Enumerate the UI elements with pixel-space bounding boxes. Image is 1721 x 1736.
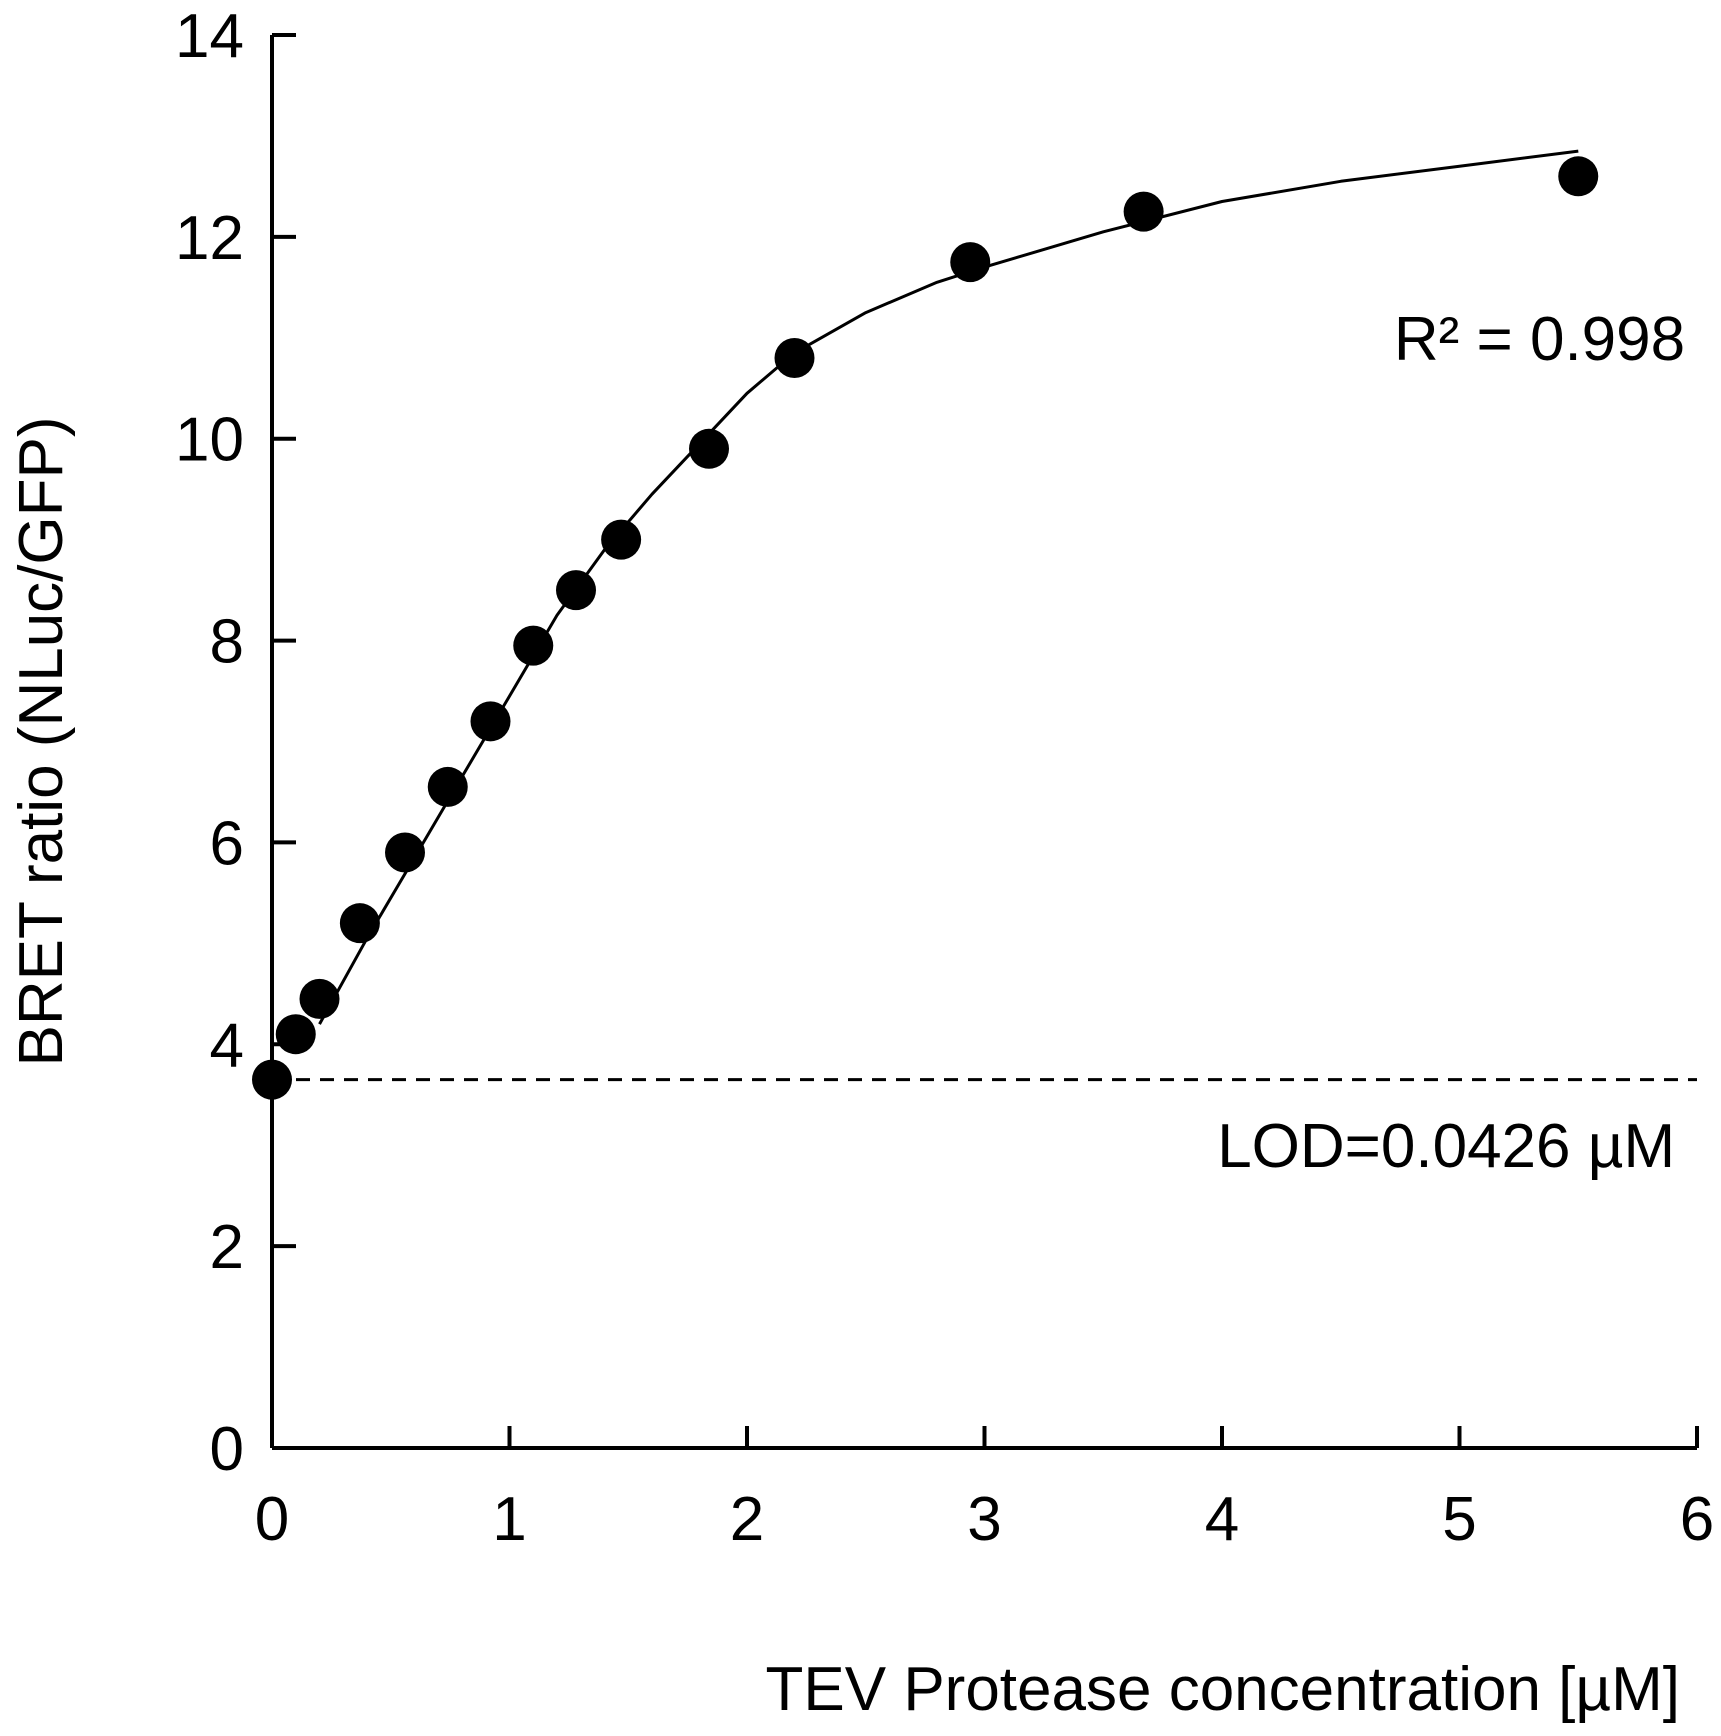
data-point (601, 519, 642, 560)
r-squared-annotation: R² = 0.998 (1394, 305, 1685, 374)
data-point (299, 978, 340, 1019)
data-point (950, 242, 991, 283)
data-point (275, 1014, 316, 1055)
y-tick-label: 0 (210, 1415, 244, 1484)
fit-layer (318, 149, 1579, 1025)
y-tick-label: 4 (210, 1011, 244, 1080)
fit-curve (318, 149, 1579, 1025)
text-layer: TEV Protease concentration [µM] BRET rat… (7, 305, 1685, 1724)
y-tick-label: 8 (210, 608, 244, 677)
y-tick-label: 14 (175, 2, 244, 71)
lod-annotation: LOD=0.0426 µM (1217, 1112, 1675, 1181)
data-point (252, 1059, 292, 1100)
x-tick-label: 6 (1680, 1485, 1714, 1554)
x-tick-label: 3 (967, 1485, 1001, 1554)
x-tick-label: 2 (730, 1485, 764, 1554)
x-tick-label: 5 (1442, 1485, 1476, 1554)
data-point (385, 832, 425, 873)
data-point (470, 701, 511, 742)
data-point (513, 625, 554, 666)
points-layer (252, 156, 1599, 1100)
axes-layer (270, 35, 1697, 1450)
y-tick-label: 6 (210, 809, 244, 878)
y-tick-label: 2 (210, 1213, 244, 1282)
data-point (1558, 156, 1599, 197)
y-tick-label: 12 (175, 204, 244, 273)
x-tick-label: 1 (492, 1485, 526, 1554)
data-point (556, 570, 596, 611)
data-point (689, 428, 729, 469)
x-tick-label: 4 (1205, 1485, 1239, 1554)
data-point (427, 766, 468, 807)
data-point (1123, 191, 1164, 232)
x-axis-title: TEV Protease concentration [µM] (766, 1655, 1680, 1724)
y-axis-title: BRET ratio (NLuc/GFP) (7, 416, 76, 1066)
data-point (339, 903, 380, 944)
y-tick-label: 10 (175, 406, 244, 475)
data-point (774, 337, 815, 378)
x-tick-label: 0 (255, 1485, 289, 1554)
